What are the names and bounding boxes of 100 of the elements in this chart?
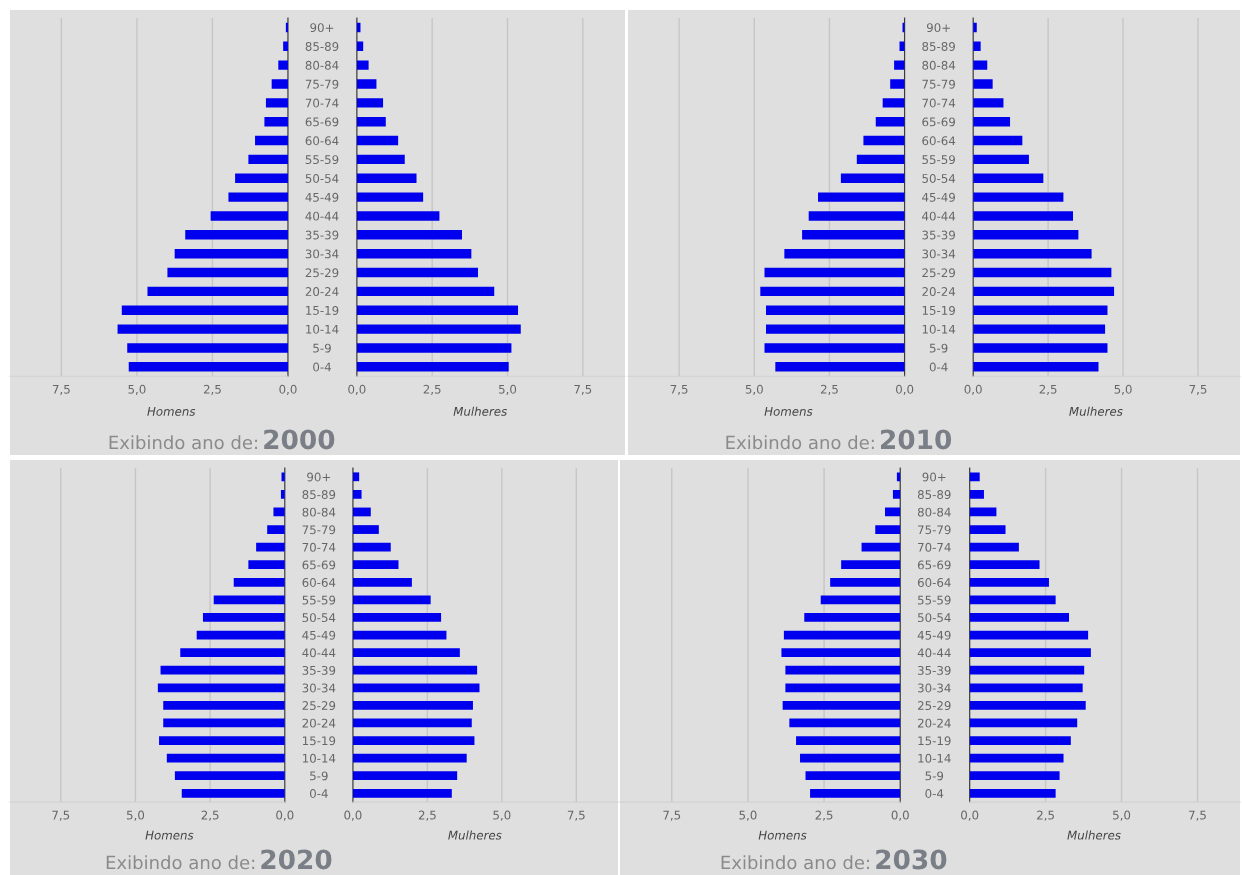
x-tick-label: 7,5 (567, 810, 585, 821)
bar (973, 286, 1115, 297)
bar (818, 192, 905, 202)
bar (782, 700, 901, 710)
bar (352, 507, 371, 517)
x-axis-title: Homens (764, 407, 813, 416)
bar (973, 192, 1064, 202)
bar (159, 736, 285, 745)
y-tick-label: 50-54 (918, 613, 951, 623)
y-tick-label: 10-14 (306, 324, 339, 334)
x-tick-label: 7,5 (1189, 810, 1206, 821)
text: Exibindo ano de: (109, 435, 257, 450)
bar (180, 648, 285, 658)
y-tick-label: 50-54 (922, 173, 956, 183)
y-tick-label: 45-49 (302, 630, 336, 640)
y-tick-label: 70-74 (922, 98, 956, 108)
bar (969, 560, 1040, 570)
bar (969, 472, 980, 482)
bar (356, 135, 399, 146)
bar (969, 788, 1056, 798)
bar (202, 613, 285, 622)
y-tick-label: 50-54 (305, 173, 339, 183)
bar (808, 211, 905, 221)
y-tick-label: 35-39 (922, 230, 955, 240)
bar (352, 525, 379, 534)
bar (775, 362, 905, 372)
x-axis-title: Homens (147, 407, 196, 416)
y-tick-label: 0-4 (309, 789, 328, 798)
x-tick-label: 0,0 (276, 810, 294, 821)
x-tick-label: 7,5 (52, 810, 70, 821)
y-tick-label: 5-9 (929, 343, 948, 353)
bar (235, 173, 288, 183)
text: 2030 (876, 849, 947, 870)
y-tick-label: 55-59 (302, 595, 336, 605)
y-tick-label: 60-64 (305, 136, 339, 146)
text: 2000 (264, 429, 335, 450)
bar (804, 613, 901, 622)
bar (352, 613, 442, 622)
bar (892, 489, 901, 499)
x-tick-label: 0,0 (344, 810, 362, 821)
y-tick-label: 0-4 (925, 789, 944, 798)
x-tick-label: 0,0 (964, 384, 982, 395)
y-tick-label: 20-24 (305, 287, 339, 297)
bar (882, 98, 905, 108)
bar (356, 267, 478, 278)
y-tick-label: 65-69 (302, 560, 336, 570)
bar (969, 595, 1056, 605)
y-tick-label: 80-84 (922, 60, 956, 70)
y-tick-label: 45-49 (917, 630, 951, 640)
bar (800, 753, 901, 763)
bar (969, 542, 1019, 552)
bar (356, 116, 386, 127)
y-tick-label: 85-89 (922, 42, 955, 51)
x-tick-label: 7,5 (52, 384, 70, 395)
bar (356, 230, 463, 240)
y-tick-label: 25-29 (922, 268, 955, 278)
bar (969, 613, 1069, 622)
text: Exibindo ano de: (721, 855, 869, 870)
x-tick-label: 0,0 (348, 384, 366, 395)
y-tick-label: 40-44 (917, 648, 951, 658)
y-tick-label: 10-14 (918, 753, 951, 763)
bar (973, 248, 1092, 259)
bar (896, 472, 901, 482)
bar (861, 542, 901, 552)
bar (352, 788, 452, 798)
bar (973, 135, 1023, 146)
y-tick-label: 10-14 (922, 324, 956, 334)
bar (352, 771, 458, 781)
bar (356, 98, 384, 108)
y-tick-label: 90+ (926, 23, 950, 33)
x-tick-label: 7,5 (663, 810, 681, 821)
bar (352, 595, 431, 605)
bar (352, 648, 460, 658)
bar (969, 718, 1078, 728)
y-tick-label: 90+ (307, 472, 331, 482)
y-tick-label: 25-29 (302, 701, 336, 711)
bar (969, 700, 1086, 710)
bar (356, 154, 405, 165)
bar (785, 683, 901, 693)
bar (352, 753, 467, 763)
bar (973, 98, 1004, 108)
y-tick-label: 80-84 (302, 507, 336, 517)
bar (352, 665, 478, 675)
bar (352, 472, 360, 482)
bar (127, 343, 288, 353)
bar (210, 211, 288, 221)
bar (264, 116, 288, 127)
bar (248, 154, 288, 165)
bar (785, 665, 901, 675)
text: 2010 (881, 429, 952, 450)
x-axis-title: Mulheres (453, 406, 507, 416)
bar (973, 230, 1079, 240)
y-tick-label: 25-29 (305, 268, 339, 278)
y-tick-label: 80-84 (917, 507, 951, 517)
y-tick-label: 70-74 (305, 98, 339, 108)
y-tick-label: 0-4 (929, 362, 948, 372)
bar (760, 286, 905, 297)
bar (352, 489, 362, 499)
y-tick-label: 15-19 (302, 736, 336, 746)
y-tick-label: 85-89 (917, 490, 951, 500)
